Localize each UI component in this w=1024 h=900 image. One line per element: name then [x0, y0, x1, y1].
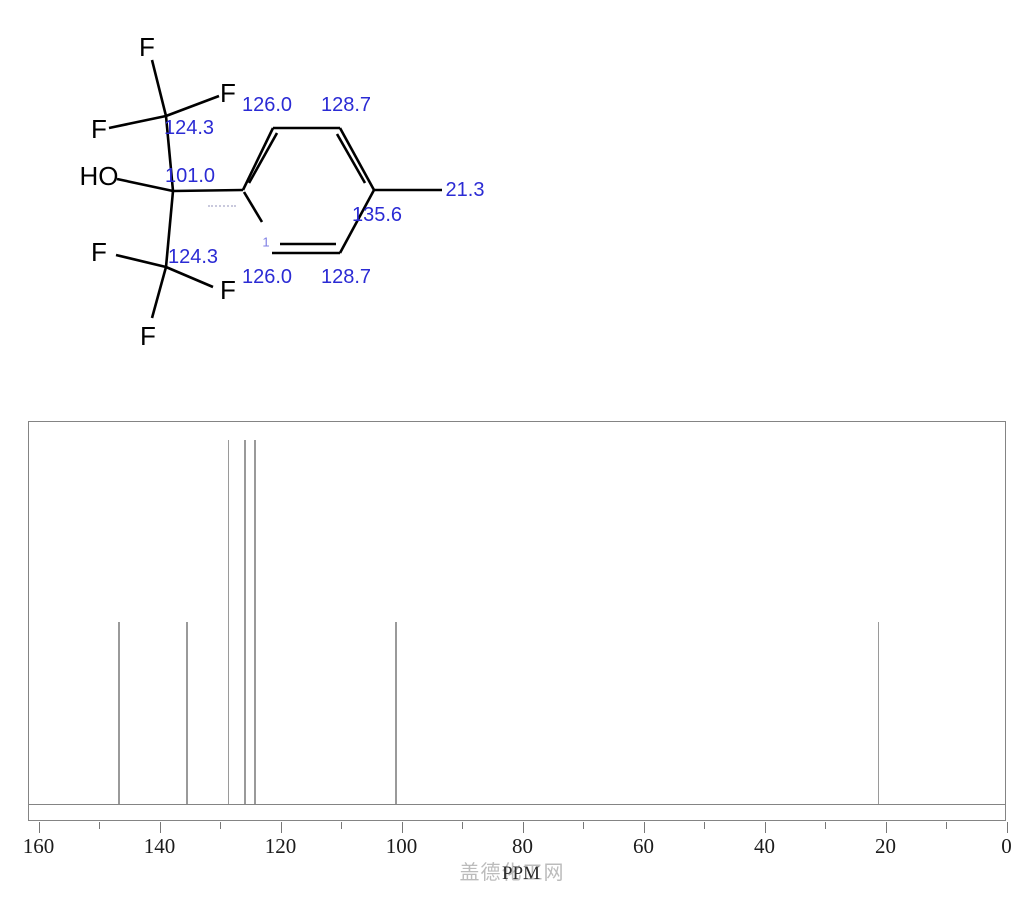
x-tick-label-80: 80: [512, 834, 533, 858]
chemical-shift-label: 128.7: [320, 266, 372, 288]
x-tick-minor-30: [825, 822, 826, 829]
atom-label-f: F: [220, 275, 236, 305]
x-tick-major-140: [159, 822, 161, 833]
x-tick-major-80: [522, 822, 524, 833]
erased-label-artifact: [208, 205, 236, 207]
bond-central-ipso: [172, 188, 244, 193]
bond-cbottom-fleft: [115, 253, 167, 269]
bond-ctop-fleft: [108, 114, 167, 130]
nmr-peak-124.3: [254, 440, 256, 804]
chemical-shift-label: 126.0: [241, 94, 293, 116]
nmr-peak-146.8: [118, 622, 120, 804]
atom-label-f: F: [91, 114, 107, 144]
ring-bond-1: [241, 127, 275, 191]
x-tick-label-0: 0: [1001, 834, 1012, 858]
x-tick-label-120: 120: [264, 834, 297, 858]
x-tick-minor-10: [946, 822, 947, 829]
atom-label-f: F: [139, 32, 155, 62]
x-tick-label-160: 160: [22, 834, 55, 858]
bond-ctop-ftop: [150, 59, 168, 117]
x-tick-minor-110: [341, 822, 342, 829]
atom-label-f: F: [140, 321, 156, 351]
bond-ctop-central: [164, 115, 175, 192]
atom-label-f: F: [91, 237, 107, 267]
x-tick-major-20: [885, 822, 887, 833]
bond-cbottom-fright: [165, 265, 214, 289]
ring-bond-3: [338, 127, 376, 191]
x-tick-major-100: [401, 822, 403, 833]
chemical-shift-label: 135.6: [351, 204, 403, 226]
nmr-peak-135.6: [186, 622, 188, 804]
x-tick-minor-90: [462, 822, 463, 829]
x-tick-minor-150: [99, 822, 100, 829]
chemical-shift-label: 124.3: [167, 246, 219, 268]
chemical-shift-label: 126.0: [241, 266, 293, 288]
bond-central-cbottom: [164, 190, 175, 268]
x-tick-minor-130: [220, 822, 221, 829]
x-tick-label-140: 140: [143, 834, 176, 858]
x-tick-label-40: 40: [754, 834, 775, 858]
x-axis-unit-label: PPM: [501, 863, 541, 884]
bond-cbottom-fbottom: [150, 266, 168, 319]
x-tick-label-20: 20: [875, 834, 896, 858]
molecule-structure: F F F HO F F F 124.3 101.0 124.3 126.0 128.7 126.0 1…: [0, 0, 512, 370]
watermark-text: 盖德化工网: [459, 862, 565, 884]
chemical-shift-label: 101.0: [164, 165, 216, 187]
nmr-peak-21.3: [877, 622, 880, 804]
x-tick-minor-70: [583, 822, 584, 829]
nmr-peak-101: [395, 622, 397, 804]
atom-label-f: F: [220, 78, 236, 108]
chemical-shift-label: 21.3: [445, 179, 485, 201]
chemical-shift-label: 124.3: [163, 117, 215, 139]
x-tick-major-60: [643, 822, 645, 833]
x-tick-minor-50: [704, 822, 705, 829]
ring-bond-1-inner: [247, 132, 279, 184]
x-tick-label-60: 60: [633, 834, 654, 858]
x-tick-major-160: [38, 822, 40, 833]
ring-bond-3-inner: [335, 133, 367, 184]
structure-bonds: [108, 59, 442, 319]
bond-ho-central: [116, 177, 174, 193]
ring-bond-4: [338, 189, 376, 254]
nmr-peak-128.7: [227, 440, 230, 804]
atom-label-ho: HO: [79, 161, 119, 191]
x-tick-major-120: [280, 822, 282, 833]
nmr-peak-126: [244, 440, 246, 804]
x-tick-major-0: [1006, 822, 1008, 833]
x-tick-major-40: [764, 822, 766, 833]
x-tick-label-100: 100: [385, 834, 418, 858]
chemical-shift-label: 128.7: [320, 94, 372, 116]
spectrum-baseline: [28, 804, 1006, 805]
spectrum-plot-frame: [28, 421, 1006, 821]
chemical-shift-artifact: 1: [262, 234, 270, 250]
bond-ctop-fright: [165, 94, 220, 118]
ring-bond-6-partial: [242, 191, 264, 223]
